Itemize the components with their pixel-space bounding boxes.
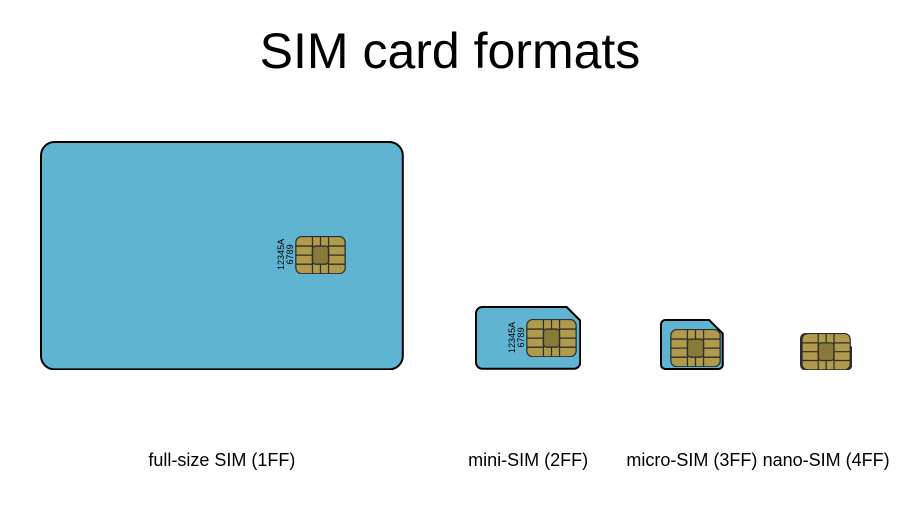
- sim-card-micro: [660, 319, 724, 370]
- sim-serial-text: 12345A6789: [508, 322, 527, 353]
- page-title: SIM card formats: [0, 22, 900, 80]
- sim-label-nano: nano-SIM (4FF): [763, 450, 890, 471]
- sim-serial-text: 12345A6789: [277, 239, 296, 270]
- sim-card-body: [40, 141, 404, 370]
- sim-chip-icon: [670, 329, 721, 367]
- sim-card-mini: 12345A6789: [475, 306, 581, 370]
- sim-chip-icon: [800, 333, 852, 370]
- sim-card-full: 12345A6789: [40, 141, 404, 370]
- sim-card-nano: [800, 333, 852, 370]
- sim-chip-icon: [295, 236, 346, 274]
- sim-label-full: full-size SIM (1FF): [148, 450, 295, 471]
- sim-label-micro: micro-SIM (3FF): [626, 450, 757, 471]
- sim-label-mini: mini-SIM (2FF): [468, 450, 588, 471]
- diagram-stage: SIM card formats 12345A6789 full-size SIM…: [0, 0, 900, 506]
- sim-chip-icon: [526, 319, 577, 357]
